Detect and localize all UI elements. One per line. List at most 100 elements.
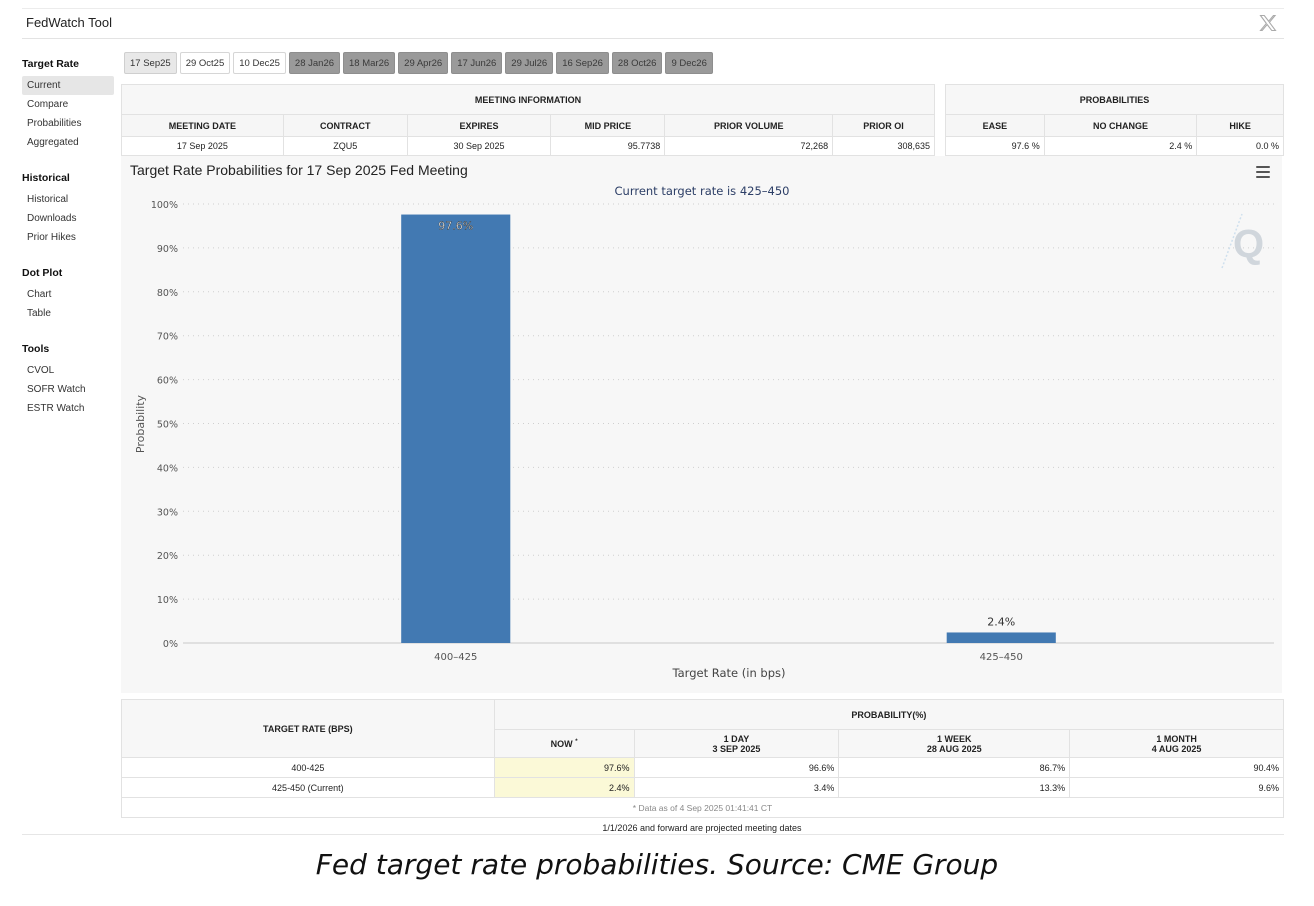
sidebar-group-dot-plot: Dot Plot: [22, 267, 63, 279]
q-watermark-icon: Q: [1221, 213, 1264, 269]
prior-volume-cell: 72,268: [664, 136, 834, 156]
probabilities-header: PROBABILITIES: [945, 84, 1284, 115]
sidebar-item-sofr-watch[interactable]: SOFR Watch: [27, 384, 86, 395]
meeting-tabs: 17 Sep25 29 Oct25 10 Dec25 28 Jan26 18 M…: [124, 52, 713, 74]
y-tick-label: 90%: [157, 244, 178, 255]
sidebar-group-historical: Historical: [22, 172, 70, 184]
col-header: PRIOR OI: [832, 114, 935, 137]
probabilities-summary-table: PROBABILITIES EASE NO CHANGE HIKE 97.6 %…: [945, 84, 1284, 156]
sidebar-item-chart[interactable]: Chart: [27, 289, 52, 300]
no-change-cell: 2.4 %: [1043, 136, 1198, 156]
target-rate-col-header: TARGET RATE (BPS): [121, 699, 495, 758]
y-tick-label: 60%: [157, 376, 178, 387]
footer-divider: [22, 834, 1284, 835]
ease-cell: 97.6 %: [945, 136, 1045, 156]
expires-cell: 30 Sep 2025: [406, 136, 552, 156]
sidebar-item-probabilities[interactable]: Probabilities: [27, 118, 82, 129]
contract-cell: ZQU5: [282, 136, 408, 156]
bar-data-label: 97.6%: [438, 220, 473, 233]
app-title: FedWatch Tool: [26, 15, 112, 30]
one-week-cell: 13.3%: [838, 777, 1071, 798]
bar[interactable]: [401, 214, 511, 643]
sidebar-item-aggregated[interactable]: Aggregated: [27, 137, 79, 148]
y-tick-label: 10%: [157, 595, 178, 606]
one-month-cell: 90.4%: [1069, 757, 1284, 778]
tab-meeting[interactable]: 18 Mar26: [343, 52, 396, 74]
col-header: NO CHANGE: [1043, 114, 1198, 137]
y-tick-label: 40%: [157, 463, 178, 474]
meeting-date-cell: 17 Sep 2025: [121, 136, 284, 156]
col-header: HIKE: [1196, 114, 1284, 137]
col-header: EASE: [945, 114, 1045, 137]
x-share-icon[interactable]: [1258, 13, 1278, 33]
tab-meeting[interactable]: 17 Sep25: [124, 52, 177, 74]
sidebar-item-estr-watch[interactable]: ESTR Watch: [27, 403, 85, 414]
one-month-col-header: 1 MONTH 4 AUG 2025: [1069, 729, 1284, 758]
app-header: FedWatch Tool: [22, 8, 1284, 39]
tab-meeting[interactable]: 9 Dec26: [665, 52, 713, 74]
chart-title: Target Rate Probabilities for 17 Sep 202…: [130, 162, 468, 178]
sidebar-item-current[interactable]: Current: [22, 76, 114, 95]
sidebar-item-historical[interactable]: Historical: [27, 194, 69, 205]
y-tick-label: 20%: [157, 551, 178, 562]
tab-meeting[interactable]: 29 Oct25: [179, 52, 231, 74]
sidebar-item-downloads[interactable]: Downloads: [27, 213, 77, 224]
col-header: CONTRACT: [282, 114, 408, 137]
col-header: MEETING DATE: [121, 114, 284, 137]
one-day-cell: 3.4%: [633, 777, 840, 798]
sidebar-group-target-rate: Target Rate: [22, 58, 79, 70]
probability-table: TARGET RATE (BPS) PROBABILITY(%) NOW * 1…: [121, 699, 1285, 818]
x-tick-label: 400–425: [434, 652, 477, 663]
prior-oi-cell: 308,635: [832, 136, 935, 156]
probability-group-header: PROBABILITY(%): [493, 699, 1285, 730]
rate-cell: 400-425: [121, 757, 495, 778]
y-axis-label: Probability: [134, 394, 147, 453]
tab-meeting[interactable]: 29 Apr26: [398, 52, 449, 74]
now-cell: 97.6%: [493, 757, 635, 778]
chart-subtitle: Current target rate is 425–450: [615, 184, 790, 198]
mid-price-cell: 95.7738: [550, 136, 666, 156]
tab-meeting[interactable]: 10 Dec25: [233, 52, 286, 74]
table-row: 425-450 (Current) 2.4% 3.4% 13.3% 9.6%: [121, 777, 1284, 798]
sidebar-item-compare[interactable]: Compare: [27, 99, 69, 110]
x-axis-label: Target Rate (in bps): [672, 666, 786, 680]
meeting-info-table: MEETING INFORMATION MEETING DATE CONTRAC…: [121, 84, 935, 156]
tab-meeting[interactable]: 16 Sep26: [556, 52, 609, 74]
now-cell: 2.4%: [493, 777, 635, 798]
hamburger-menu-icon[interactable]: [1256, 166, 1270, 178]
col-header: MID PRICE: [550, 114, 666, 137]
one-day-cell: 96.6%: [633, 757, 840, 778]
bar[interactable]: [946, 632, 1056, 643]
one-day-col-header: 1 DAY 3 SEP 2025: [633, 729, 840, 758]
y-tick-label: 100%: [151, 200, 178, 211]
tab-meeting[interactable]: 17 Jun26: [451, 52, 503, 74]
y-tick-label: 80%: [157, 288, 178, 299]
projected-dates-note: 1/1/2026 and forward are projected meeti…: [602, 823, 802, 833]
one-week-col-header: 1 WEEK 28 AUG 2025: [838, 729, 1071, 758]
rate-cell: 425-450 (Current): [121, 777, 495, 798]
y-tick-label: 70%: [157, 332, 178, 343]
col-header: PRIOR VOLUME: [664, 114, 834, 137]
bar-data-label: 2.4%: [987, 615, 1015, 628]
sidebar-group-tools: Tools: [22, 343, 50, 355]
svg-text:Q: Q: [1233, 222, 1264, 266]
one-week-cell: 86.7%: [838, 757, 1071, 778]
image-caption: Fed target rate probabilities. Source: C…: [315, 848, 999, 881]
y-tick-label: 0%: [163, 639, 178, 650]
chart-panel: 0% 10% 20% 30% 40% 50% 60% 70% 80% 90% 100% Q 97.6…: [121, 156, 1282, 693]
x-tick-label: 425–450: [980, 652, 1023, 663]
col-header: EXPIRES: [406, 114, 552, 137]
tab-meeting[interactable]: 29 Jul26: [505, 52, 554, 74]
sidebar-item-prior-hikes[interactable]: Prior Hikes: [27, 232, 76, 243]
sidebar-item-cvol[interactable]: CVOL: [27, 365, 55, 376]
table-row: 400-425 97.6% 96.6% 86.7% 90.4%: [121, 757, 1284, 778]
hike-cell: 0.0 %: [1196, 136, 1284, 156]
y-tick-label: 50%: [157, 420, 178, 431]
meeting-info-header: MEETING INFORMATION: [121, 84, 935, 115]
tab-meeting[interactable]: 28 Oct26: [611, 52, 663, 74]
y-tick-label: 30%: [157, 507, 178, 518]
tab-meeting[interactable]: 28 Jan26: [288, 52, 341, 74]
sidebar-item-table[interactable]: Table: [27, 308, 51, 319]
now-col-header: NOW *: [493, 729, 635, 758]
